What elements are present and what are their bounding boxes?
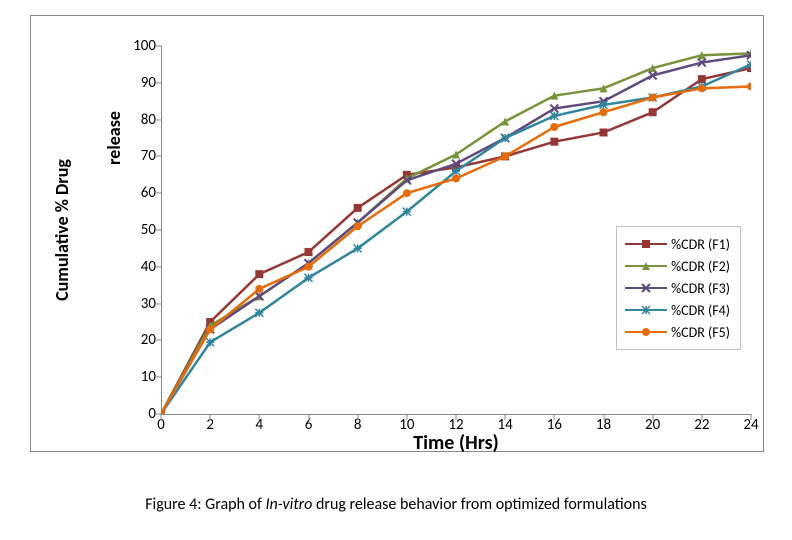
series-marker (550, 112, 558, 120)
x-tick-mark (652, 414, 653, 420)
y-tick-label-90: 90 (126, 74, 156, 92)
x-tick-mark (751, 414, 752, 420)
series-marker (206, 325, 214, 333)
y-axis-label: Cumulative % Drug (51, 46, 73, 414)
series-marker (206, 338, 214, 346)
series-marker (305, 274, 313, 282)
series-marker (354, 222, 362, 230)
legend-label: %CDR (F3) (671, 280, 730, 297)
x-tick-mark (505, 414, 506, 420)
series-marker (255, 270, 263, 278)
y-tick-label-10: 10 (126, 368, 156, 386)
legend-label: %CDR (F5) (671, 324, 730, 341)
series-marker (354, 204, 362, 212)
series-marker (452, 174, 460, 182)
series-marker (698, 84, 706, 92)
series-marker (600, 101, 608, 109)
x-tick-mark (406, 414, 407, 420)
series-marker (354, 244, 362, 252)
caption-italic: In-vitro (266, 495, 313, 514)
x-tick-mark (456, 414, 457, 420)
series-marker (550, 138, 558, 146)
y-tick-label-100: 100 (126, 37, 156, 55)
legend-swatch (625, 302, 667, 318)
y-tick-label-50: 50 (126, 221, 156, 239)
legend-item: %CDR (F2) (625, 255, 730, 277)
legend-swatch (625, 280, 667, 296)
legend-item: %CDR (F4) (625, 299, 730, 321)
legend-swatch (625, 236, 667, 252)
series-marker (452, 167, 460, 175)
series-marker (305, 263, 313, 271)
x-tick-mark (603, 414, 604, 420)
y-tick-label-20: 20 (126, 331, 156, 349)
series-marker (649, 94, 657, 102)
series-marker (255, 309, 263, 317)
series-marker (403, 189, 411, 197)
legend-item: %CDR (F3) (625, 277, 730, 299)
series-marker (255, 285, 263, 293)
legend: %CDR (F1) %CDR (F2) %CDR (F3) %CDR (F4) %CDR… (616, 226, 741, 350)
x-tick-mark (259, 414, 260, 420)
series-marker (600, 108, 608, 116)
series-marker (501, 134, 509, 142)
legend-item: %CDR (F5) (625, 321, 730, 343)
caption-prefix: Figure 4: Graph of (145, 495, 265, 514)
series-marker (305, 248, 313, 256)
series-marker (649, 108, 657, 116)
x-tick-mark (161, 414, 162, 420)
chart-container: 0102030405060708090100 02468101214161820… (30, 15, 764, 452)
legend-swatch (625, 258, 667, 274)
series-marker (550, 123, 558, 131)
series-marker (501, 152, 509, 160)
series-marker (600, 128, 608, 136)
y-tick-label-60: 60 (126, 184, 156, 202)
y-tick-label-40: 40 (126, 258, 156, 276)
legend-label: %CDR (F2) (671, 258, 730, 275)
legend-item: %CDR (F1) (625, 233, 730, 255)
legend-label: %CDR (F4) (671, 302, 730, 319)
x-tick-mark (308, 414, 309, 420)
series-marker (747, 60, 751, 68)
y-tick-label-70: 70 (126, 147, 156, 165)
legend-label: %CDR (F1) (671, 236, 730, 253)
x-tick-mark (357, 414, 358, 420)
page: 0102030405060708090100 02468101214161820… (0, 0, 792, 540)
y-axis-label-line2: release (103, 0, 125, 322)
y-tick-label-30: 30 (126, 295, 156, 313)
series-marker (747, 82, 751, 90)
caption-suffix: drug release behavior from optimized for… (312, 495, 646, 514)
legend-swatch (625, 324, 667, 340)
x-axis-label: Time (Hrs) (161, 431, 751, 455)
series-marker (698, 75, 706, 83)
series-marker (403, 208, 411, 216)
x-tick-mark (701, 414, 702, 420)
y-tick-label-80: 80 (126, 111, 156, 129)
x-tick-mark (210, 414, 211, 420)
figure-caption: Figure 4: Graph of In-vitro drug release… (0, 495, 792, 514)
x-tick-mark (554, 414, 555, 420)
